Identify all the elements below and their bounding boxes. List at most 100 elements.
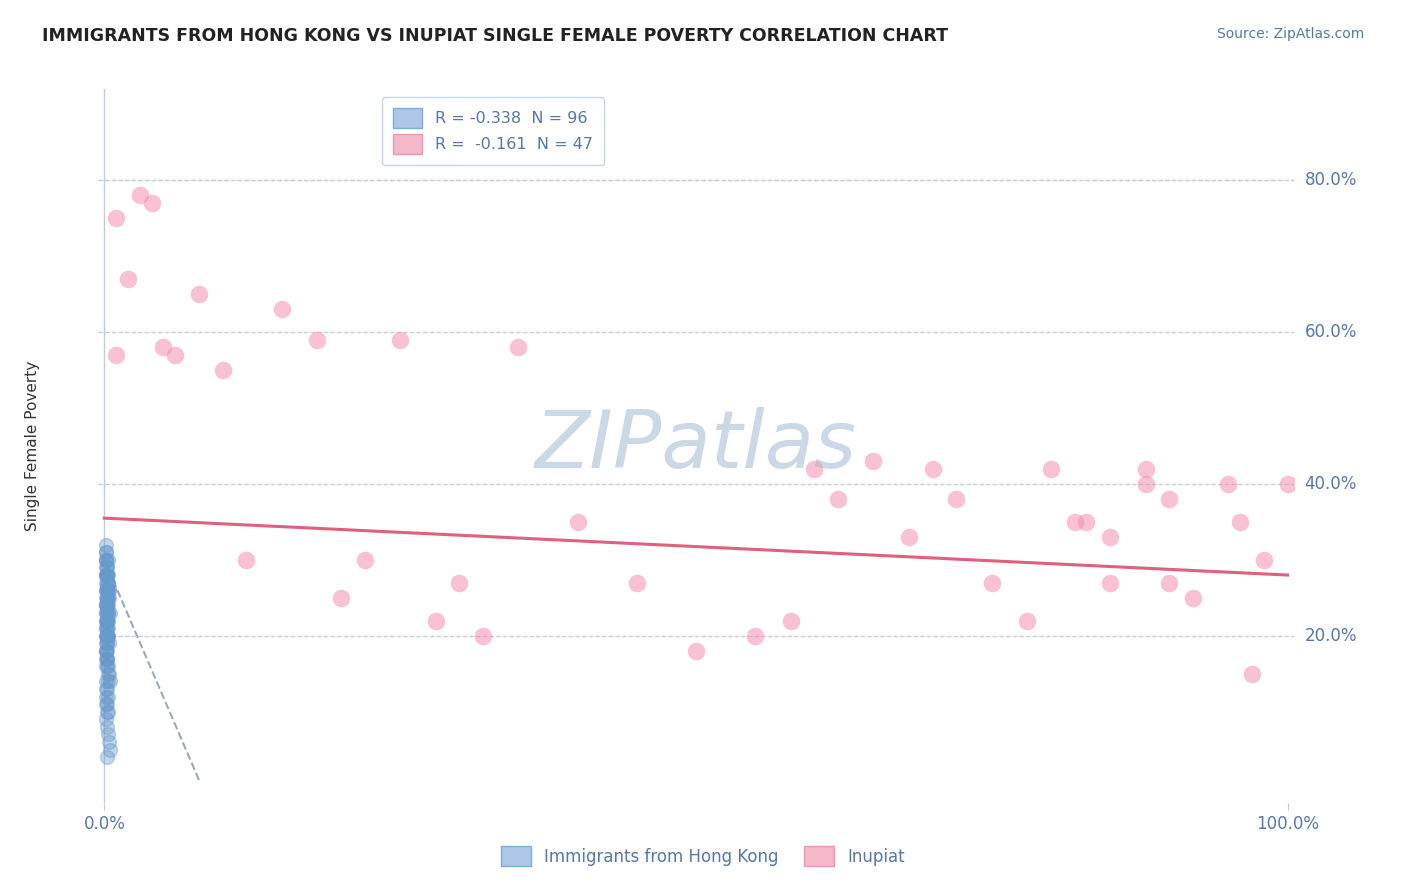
Point bbox=[1241, 666, 1264, 681]
Point bbox=[94, 575, 117, 590]
Point bbox=[94, 553, 117, 567]
Point bbox=[96, 583, 118, 598]
Point bbox=[685, 644, 707, 658]
Point bbox=[105, 348, 128, 362]
Point bbox=[97, 629, 120, 643]
Point bbox=[270, 302, 292, 317]
Point bbox=[96, 659, 118, 673]
Point bbox=[128, 188, 150, 202]
Text: 40.0%: 40.0% bbox=[1305, 475, 1357, 493]
Point bbox=[165, 348, 187, 362]
Point bbox=[1159, 492, 1181, 507]
Point bbox=[307, 333, 329, 347]
Point bbox=[330, 591, 353, 605]
Point bbox=[94, 629, 117, 643]
Point bbox=[94, 690, 117, 704]
Point bbox=[94, 538, 117, 552]
Point bbox=[94, 599, 117, 613]
Point bbox=[96, 583, 118, 598]
Point bbox=[96, 614, 118, 628]
Point bbox=[97, 606, 120, 620]
Point bbox=[1181, 591, 1204, 605]
Point bbox=[96, 644, 118, 658]
Point bbox=[94, 659, 117, 673]
Point bbox=[1229, 515, 1251, 529]
Point bbox=[96, 599, 118, 613]
Point bbox=[98, 583, 121, 598]
Point bbox=[94, 644, 117, 658]
Point bbox=[96, 583, 118, 598]
Point bbox=[97, 621, 120, 635]
Point bbox=[96, 606, 118, 620]
Point bbox=[96, 651, 118, 665]
Point bbox=[1135, 477, 1157, 491]
Point bbox=[94, 621, 117, 635]
Point bbox=[152, 340, 174, 354]
Point bbox=[1039, 462, 1062, 476]
Point bbox=[94, 560, 117, 574]
Point bbox=[96, 560, 118, 574]
Point bbox=[96, 560, 118, 574]
Legend: R = -0.338  N = 96, R =  -0.161  N = 47: R = -0.338 N = 96, R = -0.161 N = 47 bbox=[382, 97, 603, 165]
Point bbox=[94, 591, 117, 605]
Point bbox=[98, 735, 121, 749]
Point bbox=[94, 644, 117, 658]
Point bbox=[96, 591, 118, 605]
Point bbox=[96, 720, 118, 734]
Point bbox=[1253, 553, 1275, 567]
Point bbox=[97, 629, 120, 643]
Point bbox=[97, 690, 120, 704]
Point bbox=[96, 568, 118, 582]
Point bbox=[97, 727, 120, 741]
Point bbox=[94, 651, 117, 665]
Point bbox=[449, 575, 471, 590]
Point bbox=[94, 568, 117, 582]
Point bbox=[98, 606, 121, 620]
Point bbox=[96, 591, 118, 605]
Point bbox=[626, 575, 648, 590]
Text: ZIPatlas: ZIPatlas bbox=[534, 407, 858, 485]
Point bbox=[827, 492, 849, 507]
Point bbox=[96, 636, 118, 650]
Text: 80.0%: 80.0% bbox=[1305, 171, 1357, 189]
Point bbox=[96, 621, 118, 635]
Point bbox=[94, 636, 117, 650]
Point bbox=[1159, 575, 1181, 590]
Point bbox=[97, 591, 120, 605]
Point bbox=[94, 674, 117, 689]
Point bbox=[1099, 530, 1122, 544]
Point bbox=[96, 681, 118, 696]
Point bbox=[96, 568, 118, 582]
Point bbox=[105, 211, 128, 226]
Point bbox=[96, 614, 118, 628]
Point bbox=[508, 340, 530, 354]
Point bbox=[98, 591, 121, 605]
Point bbox=[94, 568, 117, 582]
Point bbox=[98, 636, 121, 650]
Point bbox=[97, 674, 120, 689]
Text: 60.0%: 60.0% bbox=[1305, 323, 1357, 341]
Point bbox=[1076, 515, 1098, 529]
Point bbox=[1099, 575, 1122, 590]
Point bbox=[94, 712, 117, 726]
Point bbox=[97, 614, 120, 628]
Point bbox=[97, 666, 120, 681]
Point bbox=[96, 591, 118, 605]
Point bbox=[567, 515, 589, 529]
Point bbox=[1277, 477, 1299, 491]
Point bbox=[97, 568, 120, 582]
Point bbox=[96, 750, 118, 764]
Point bbox=[97, 553, 120, 567]
Point bbox=[188, 287, 211, 301]
Text: 20.0%: 20.0% bbox=[1305, 627, 1357, 645]
Point bbox=[97, 659, 120, 673]
Point bbox=[117, 272, 139, 286]
Point bbox=[1135, 462, 1157, 476]
Point bbox=[98, 674, 121, 689]
Legend: Immigrants from Hong Kong, Inupiat: Immigrants from Hong Kong, Inupiat bbox=[492, 838, 914, 875]
Point bbox=[211, 363, 233, 377]
Point bbox=[389, 333, 412, 347]
Point bbox=[96, 651, 118, 665]
Point bbox=[897, 530, 920, 544]
Point bbox=[141, 196, 163, 211]
